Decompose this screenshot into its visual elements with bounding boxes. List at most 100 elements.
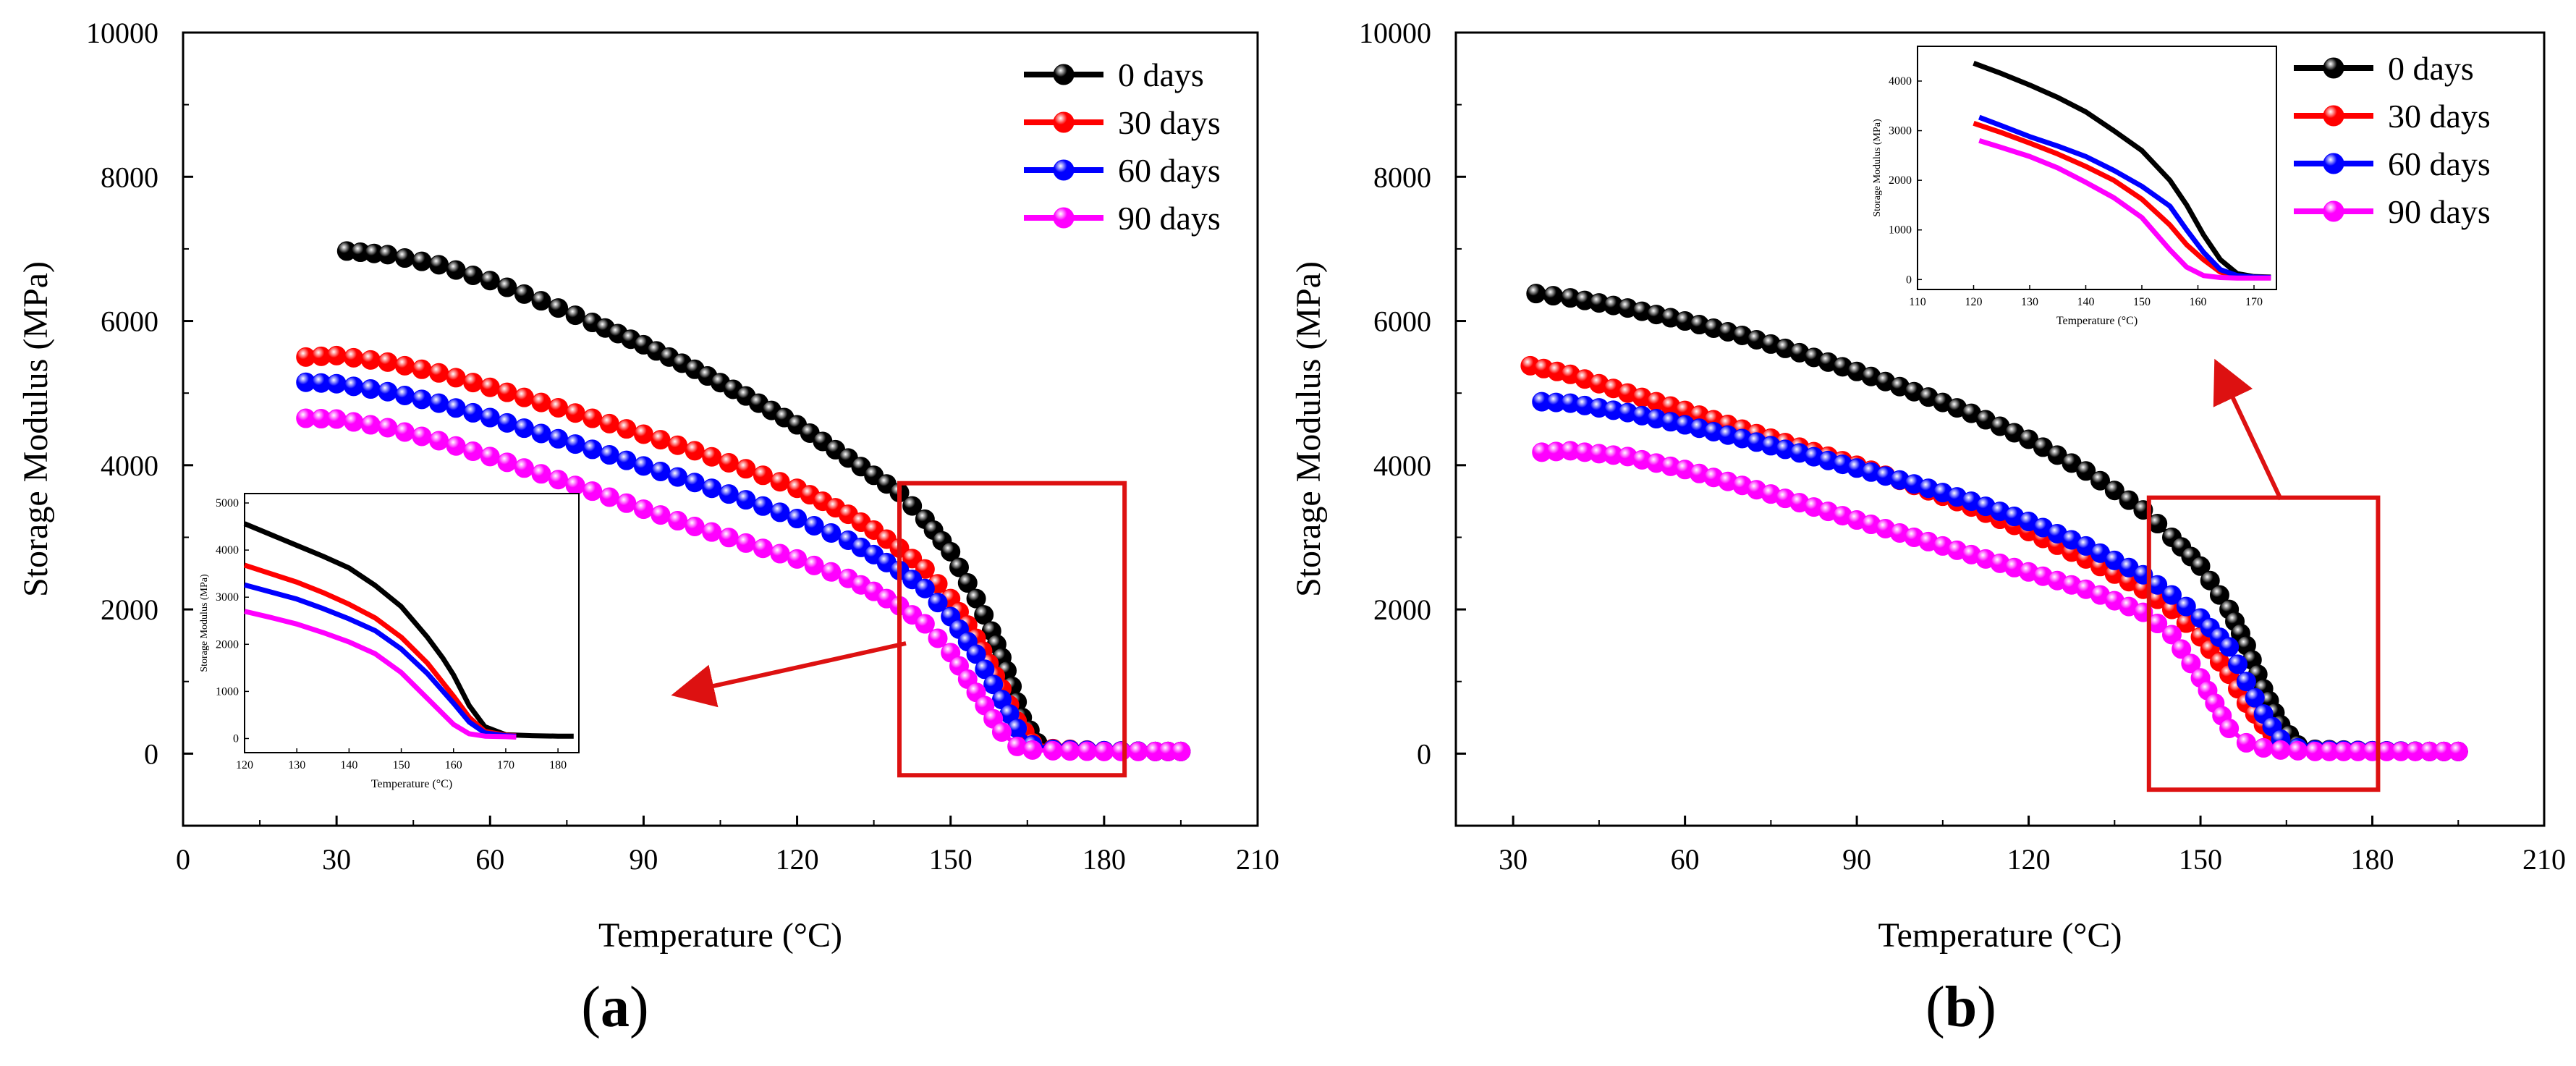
data-point (582, 439, 603, 460)
data-point (928, 628, 948, 648)
inset-x-tick-label: 130 (288, 759, 305, 771)
data-point (599, 487, 619, 507)
inset-series-line (244, 582, 517, 739)
legend-marker (1053, 207, 1075, 229)
data-point (582, 481, 603, 502)
data-point (429, 255, 449, 275)
data-point (1022, 740, 1043, 760)
legend-entry: 60 days (2388, 145, 2491, 182)
data-point (983, 674, 1004, 695)
data-point (378, 418, 398, 438)
data-point (928, 593, 948, 613)
inset-arrow (671, 641, 907, 708)
legend: 0 days 30 days 60 days 90 days (2294, 50, 2491, 230)
data-point (360, 415, 381, 435)
legend-marker (1053, 159, 1075, 181)
data-point (446, 436, 466, 456)
inset-y-tick-label: 3000 (1889, 125, 1912, 138)
zoom-box (2146, 495, 2381, 792)
inset-x-tick-label: 160 (2190, 296, 2207, 308)
data-point (514, 458, 534, 478)
data-point (446, 398, 466, 418)
data-point (633, 456, 653, 476)
data-point (480, 377, 500, 397)
y-tick-label: 6000 (1373, 305, 1431, 338)
x-tick-label: 30 (1499, 843, 1528, 876)
inset-y-tick-label: 0 (233, 732, 239, 745)
data-point (702, 447, 722, 467)
data-point (2219, 637, 2240, 657)
inset-series-line (1978, 138, 2271, 281)
x-tick-label: 120 (2007, 843, 2051, 876)
data-point (531, 423, 551, 444)
data-point (633, 424, 653, 444)
data-point (531, 291, 551, 311)
data-point (548, 298, 569, 318)
panel-label-letter: a (601, 976, 630, 1039)
data-point (429, 393, 449, 413)
inset-x-tick-label: 180 (549, 759, 567, 771)
panel-label-paren: ) (1977, 976, 1996, 1039)
data-point (2104, 481, 2124, 501)
y-tick-label: 2000 (1373, 593, 1431, 626)
data-point (668, 435, 688, 455)
x-tick-label: 120 (776, 843, 819, 876)
data-point (2200, 570, 2220, 591)
inset-x-tick-label: 140 (340, 759, 357, 771)
data-point (2090, 470, 2111, 491)
data-point (344, 347, 364, 368)
chart-panel-b: 30 60 90 120 150 180 2100200040006000800010000… (1289, 17, 2566, 955)
data-point (2253, 737, 2274, 758)
y-axis-label: Storage Modulus (MPa) (1289, 261, 1328, 597)
inset-x-tick-label: 130 (2021, 296, 2038, 308)
legend-marker (2323, 57, 2344, 79)
data-point (617, 450, 637, 470)
data-point (394, 386, 415, 406)
data-point (651, 430, 671, 450)
data-point (719, 484, 739, 504)
data-point (565, 403, 585, 423)
data-point (685, 517, 705, 537)
inset-y-tick-label: 5000 (216, 497, 239, 509)
data-point (514, 284, 534, 304)
data-point (2271, 740, 2291, 760)
inset-chart: 120 130 140 150 160 170 180 0 1000 2000 3000 4000 50… (199, 493, 580, 790)
y-tick-label: 6000 (101, 305, 158, 338)
data-point (991, 722, 1012, 742)
data-point (463, 402, 483, 423)
y-tick-label: 4000 (1373, 449, 1431, 482)
x-tick-label: 150 (2179, 843, 2222, 876)
data-point (412, 426, 432, 447)
data-point (565, 475, 585, 496)
legend-marker (2323, 153, 2344, 174)
data-point (719, 452, 739, 473)
x-tick-label: 150 (929, 843, 973, 876)
data-point (702, 522, 722, 542)
data-point (1094, 741, 1114, 761)
legend-marker (2323, 105, 2344, 127)
inset-frame (1917, 46, 2277, 290)
data-point (2219, 718, 2240, 738)
data-point (429, 431, 449, 451)
data-point (463, 265, 483, 285)
inset-y-tick-label: 0 (1906, 274, 1912, 286)
inset-x-tick-label: 120 (236, 759, 253, 771)
data-point (736, 490, 756, 510)
data-point (1128, 741, 1148, 761)
series-90-days (296, 408, 1191, 761)
data-point (617, 493, 637, 513)
data-point (360, 350, 381, 370)
inset-x-tick-label: 160 (445, 759, 462, 771)
data-point (599, 445, 619, 465)
data-point (480, 407, 500, 428)
legend-entry: 0 days (1118, 56, 1204, 93)
data-point (565, 434, 585, 454)
x-tick-label: 210 (1236, 843, 1279, 876)
panel-label-paren: ( (1925, 976, 1945, 1039)
data-point (2181, 653, 2201, 674)
y-tick-label: 10000 (86, 17, 158, 49)
data-point (668, 511, 688, 531)
inset-y-axis-label: Storage Modulus (MPa) (1872, 119, 1883, 217)
data-point (394, 248, 415, 268)
